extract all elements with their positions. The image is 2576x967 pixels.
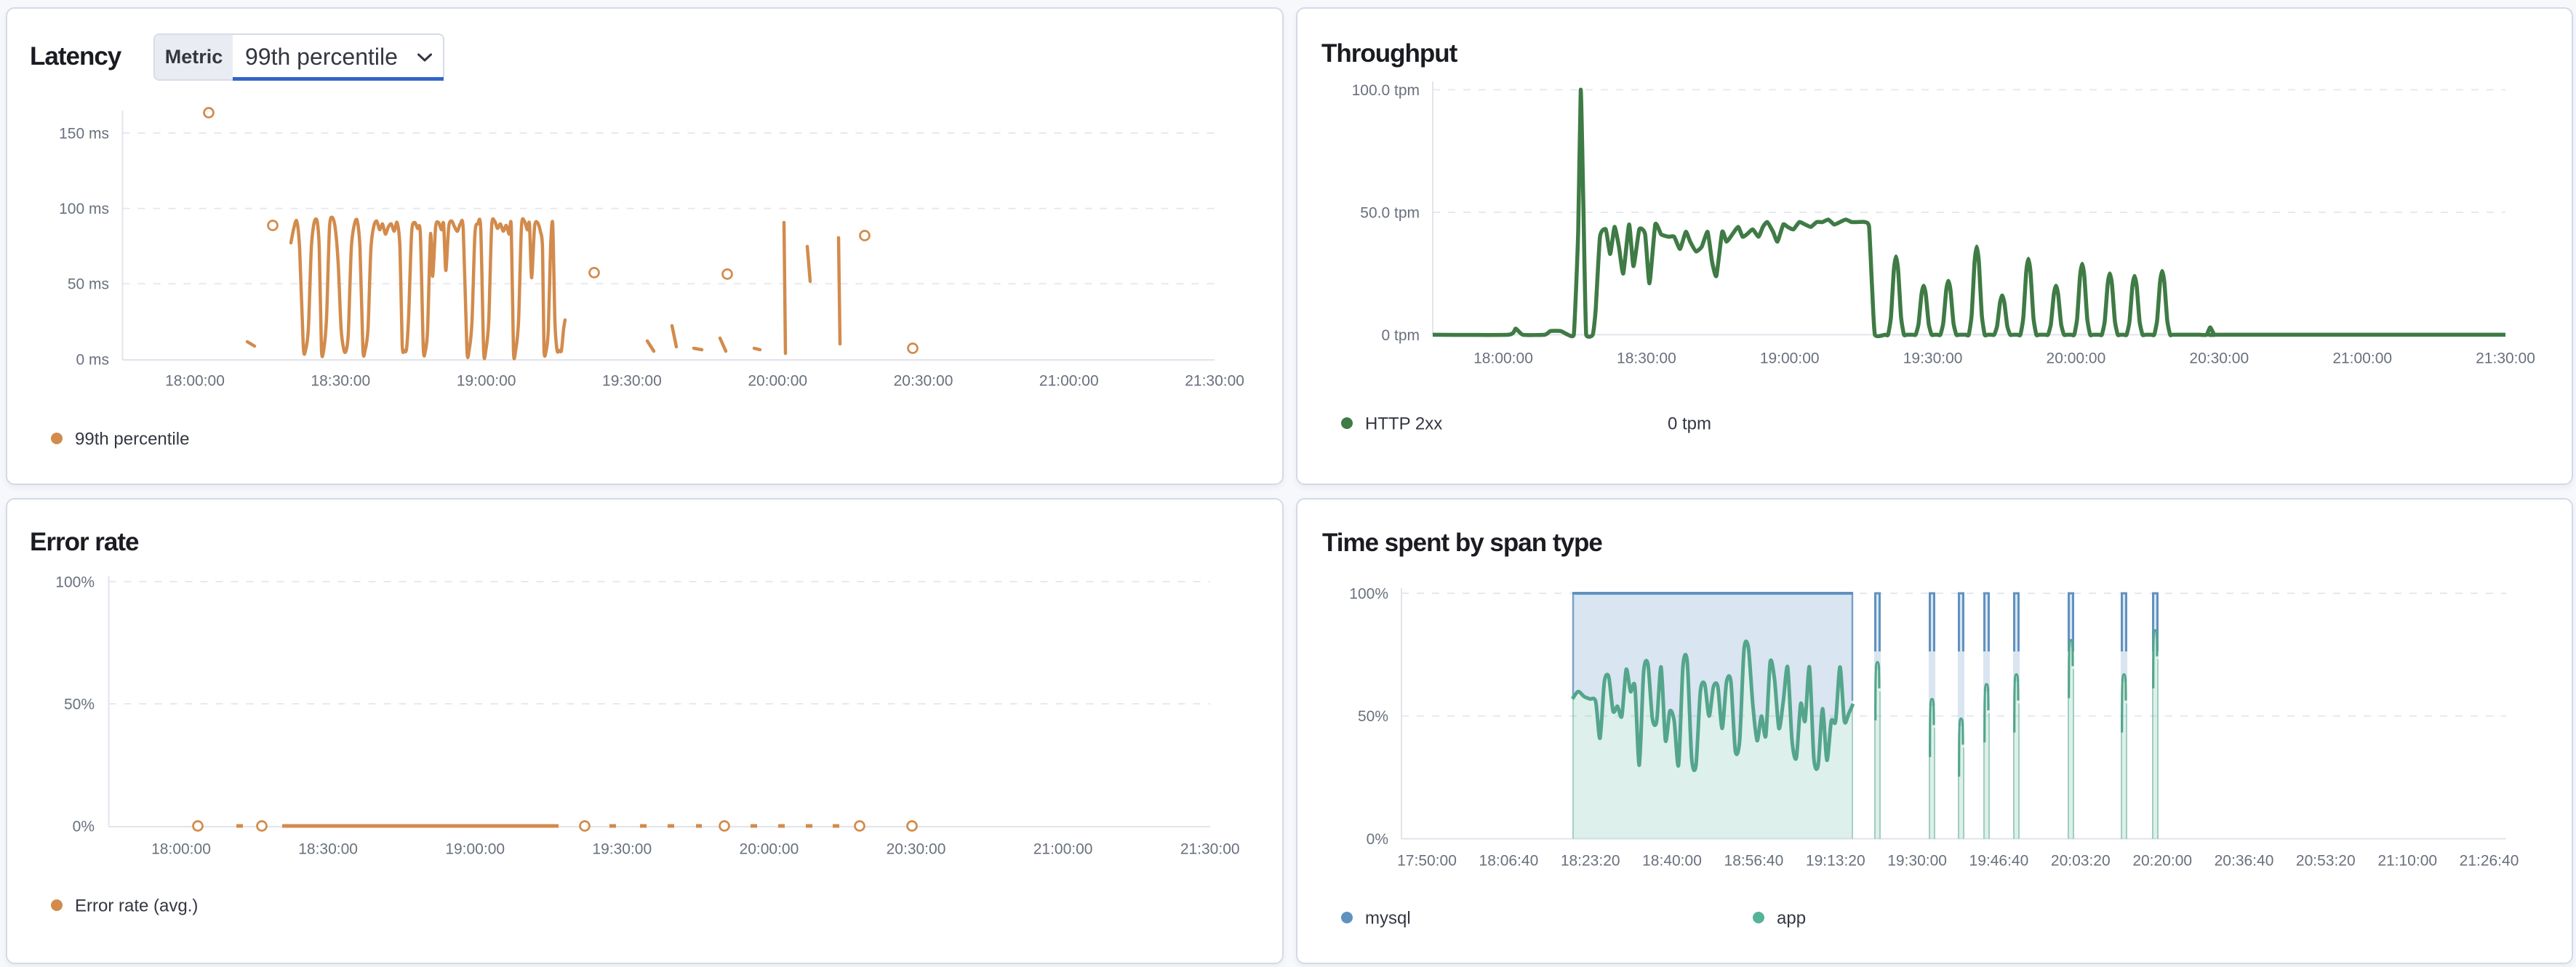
svg-text:20:00:00: 20:00:00: [740, 840, 799, 857]
svg-text:20:00:00: 20:00:00: [748, 372, 807, 389]
svg-text:18:40:00: 18:40:00: [1642, 852, 1702, 869]
svg-text:21:30:00: 21:30:00: [1180, 840, 1240, 857]
svg-text:21:00:00: 21:00:00: [2332, 350, 2392, 366]
svg-text:19:30:00: 19:30:00: [602, 372, 662, 389]
svg-text:18:30:00: 18:30:00: [298, 840, 358, 857]
svg-text:50%: 50%: [1358, 708, 1388, 725]
svg-text:20:03:20: 20:03:20: [2051, 852, 2111, 869]
svg-text:18:00:00: 18:00:00: [151, 840, 211, 857]
svg-text:20:20:00: 20:20:00: [2132, 852, 2192, 869]
svg-text:19:30:00: 19:30:00: [1887, 852, 1947, 869]
svg-text:18:23:20: 18:23:20: [1561, 852, 1620, 869]
svg-text:20:53:20: 20:53:20: [2296, 852, 2356, 869]
svg-text:18:06:40: 18:06:40: [1479, 852, 1539, 869]
svg-text:100%: 100%: [1349, 585, 1388, 602]
svg-text:19:00:00: 19:00:00: [457, 372, 516, 389]
svg-text:app: app: [1777, 909, 1806, 928]
svg-text:0 tpm: 0 tpm: [1381, 327, 1420, 344]
svg-text:100%: 100%: [55, 574, 95, 590]
svg-text:100.0 tpm: 100.0 tpm: [1352, 82, 1420, 99]
svg-text:20:30:00: 20:30:00: [887, 840, 946, 857]
svg-text:0%: 0%: [1367, 831, 1388, 848]
svg-text:mysql: mysql: [1365, 909, 1411, 928]
svg-text:18:56:40: 18:56:40: [1724, 852, 1784, 869]
svg-text:21:30:00: 21:30:00: [1185, 372, 1244, 389]
svg-text:19:30:00: 19:30:00: [592, 840, 652, 857]
svg-text:19:30:00: 19:30:00: [1903, 350, 1963, 366]
svg-text:19:00:00: 19:00:00: [445, 840, 505, 857]
svg-text:150 ms: 150 ms: [59, 125, 109, 142]
svg-text:99th percentile: 99th percentile: [75, 430, 189, 449]
svg-text:21:00:00: 21:00:00: [1033, 840, 1093, 857]
svg-text:0 tpm: 0 tpm: [1668, 414, 1711, 434]
svg-text:HTTP 2xx: HTTP 2xx: [1365, 414, 1442, 434]
svg-text:21:10:00: 21:10:00: [2377, 852, 2437, 869]
svg-text:20:36:40: 20:36:40: [2215, 852, 2274, 869]
svg-text:20:30:00: 20:30:00: [894, 372, 953, 389]
svg-text:Error rate (avg.): Error rate (avg.): [75, 896, 198, 916]
svg-text:21:26:40: 21:26:40: [2460, 852, 2519, 869]
svg-text:0%: 0%: [73, 818, 95, 835]
svg-text:17:50:00: 17:50:00: [1397, 852, 1457, 869]
svg-text:19:46:40: 19:46:40: [1969, 852, 2029, 869]
svg-text:21:30:00: 21:30:00: [2476, 350, 2535, 366]
svg-text:0 ms: 0 ms: [76, 351, 109, 368]
svg-text:20:00:00: 20:00:00: [2047, 350, 2106, 366]
svg-text:21:00:00: 21:00:00: [1039, 372, 1099, 389]
svg-text:18:30:00: 18:30:00: [1617, 350, 1676, 366]
svg-text:20:30:00: 20:30:00: [2189, 350, 2249, 366]
svg-text:18:00:00: 18:00:00: [165, 372, 225, 389]
svg-text:100 ms: 100 ms: [59, 201, 109, 217]
svg-text:50 ms: 50 ms: [68, 276, 109, 293]
svg-text:50.0 tpm: 50.0 tpm: [1360, 204, 1420, 221]
svg-text:18:00:00: 18:00:00: [1473, 350, 1533, 366]
svg-text:19:00:00: 19:00:00: [1760, 350, 1820, 366]
svg-text:19:13:20: 19:13:20: [1806, 852, 1865, 869]
svg-text:18:30:00: 18:30:00: [311, 372, 370, 389]
svg-text:50%: 50%: [64, 696, 95, 713]
